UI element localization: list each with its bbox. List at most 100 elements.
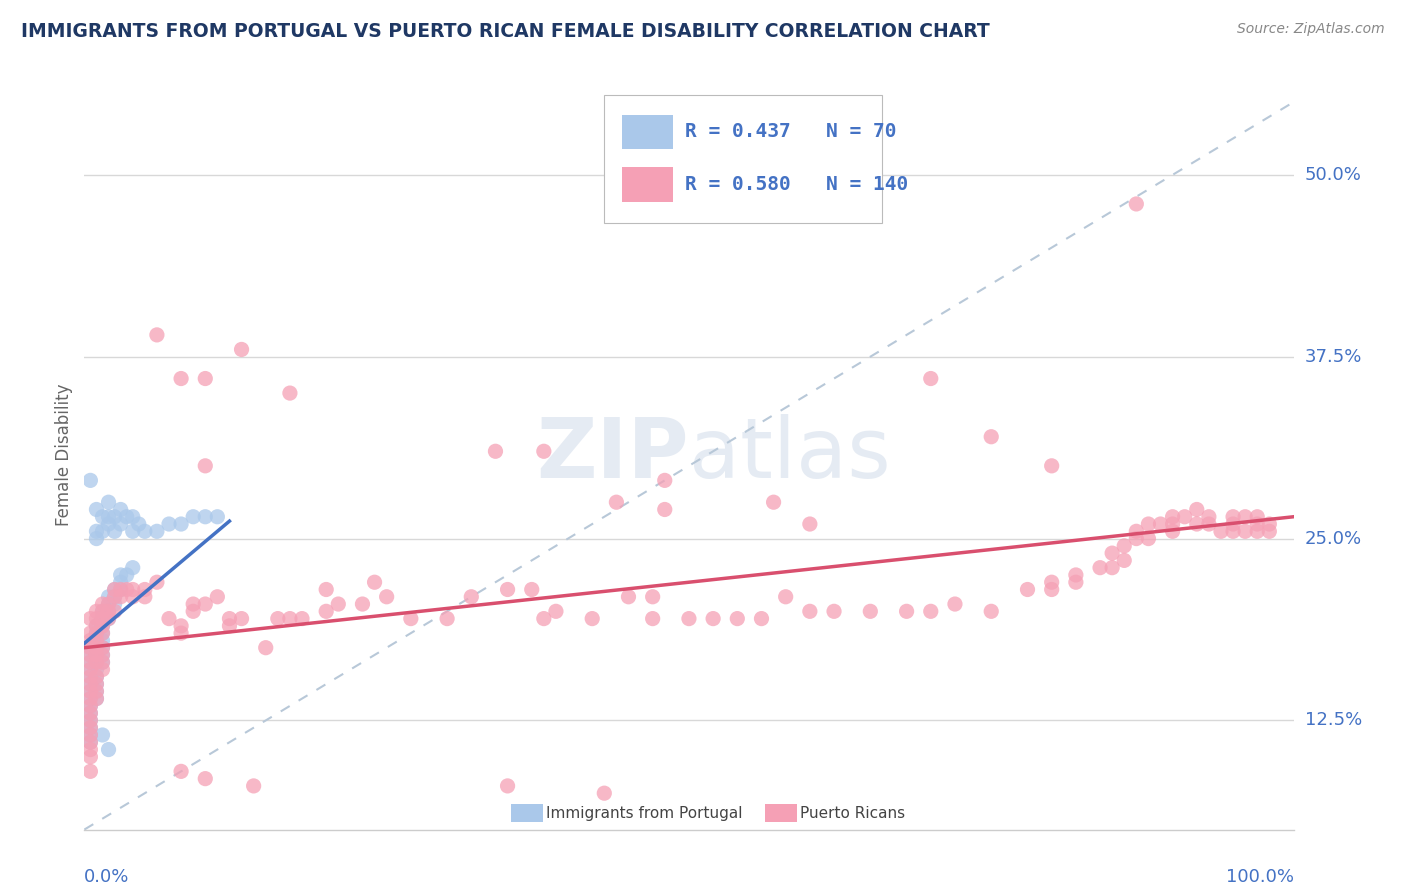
Point [641,611,664,625]
Point [170,619,193,633]
Point [86,619,108,633]
Point [157,516,180,531]
Point [128,516,150,531]
Point [79,648,101,662]
Point [86,633,108,648]
Point [79,735,101,749]
Point [110,582,132,597]
Point [91,648,114,662]
Text: 0.0%: 0.0% [84,869,129,887]
FancyBboxPatch shape [765,804,797,822]
Point [1174,509,1197,524]
Text: 37.5%: 37.5% [1305,348,1362,366]
Point [79,677,101,691]
Point [91,728,114,742]
Point [593,786,616,800]
Point [194,458,217,473]
Point [1222,516,1244,531]
Point [157,611,180,625]
Point [104,604,127,618]
Point [315,604,337,618]
Point [533,444,555,458]
Point [110,568,132,582]
Point [1222,524,1244,539]
Point [79,640,101,655]
Point [799,604,821,618]
Point [79,728,101,742]
Point [115,568,138,582]
Point [1137,516,1160,531]
Point [79,691,101,706]
Point [278,386,301,401]
Point [91,604,114,618]
Point [267,611,290,625]
Point [86,524,108,539]
Point [91,597,114,611]
Point [86,670,108,684]
Point [134,590,156,604]
Point [104,524,127,539]
Point [1101,560,1123,574]
Point [775,590,797,604]
Point [104,509,127,524]
Point [79,640,101,655]
Point [1161,509,1184,524]
Point [254,640,277,655]
Point [1161,516,1184,531]
Point [194,509,217,524]
Point [134,524,156,539]
Point [97,604,120,618]
Point [97,597,120,611]
FancyBboxPatch shape [512,804,543,822]
Point [79,670,101,684]
Point [1064,575,1087,590]
Point [218,611,240,625]
Point [86,626,108,640]
Point [86,633,108,648]
Point [97,590,120,604]
Point [896,604,918,618]
Point [460,590,482,604]
Point [110,582,132,597]
Point [91,619,114,633]
Point [146,327,169,342]
Point [231,343,253,357]
Point [91,655,114,669]
Point [170,516,193,531]
Point [242,779,264,793]
Point [363,575,385,590]
Text: Puerto Ricans: Puerto Ricans [800,805,905,821]
Point [86,663,108,677]
Point [104,597,127,611]
Point [1209,524,1232,539]
Point [97,495,120,509]
Point [170,764,193,779]
Point [79,474,101,488]
Point [1017,582,1039,597]
Point [533,611,555,625]
Point [920,371,942,385]
FancyBboxPatch shape [623,167,673,202]
Point [181,604,204,618]
Point [134,582,156,597]
Point [115,582,138,597]
Point [79,663,101,677]
Point [1149,516,1171,531]
Point [1258,516,1281,531]
Point [79,655,101,669]
Point [751,611,773,625]
Point [97,604,120,618]
Point [79,714,101,728]
Text: atlas: atlas [689,415,890,495]
Point [79,749,101,764]
Point [194,597,217,611]
Point [194,371,217,385]
Point [207,509,229,524]
Point [1161,524,1184,539]
Point [146,524,169,539]
Point [605,495,627,509]
Point [79,735,101,749]
Point [121,524,143,539]
Point [91,611,114,625]
Point [86,677,108,691]
